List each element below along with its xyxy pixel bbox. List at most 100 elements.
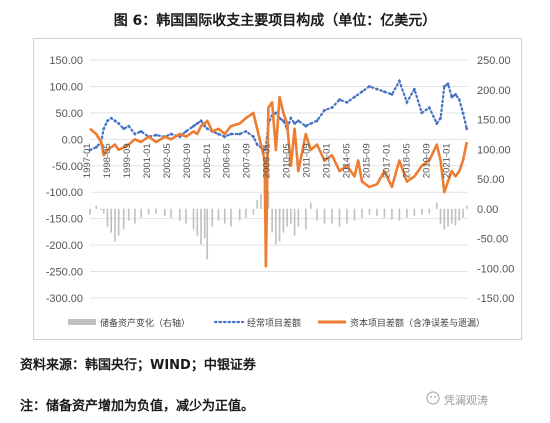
legend: 储备资产变化（右轴） 经常项目差额 资本项目差额（含净误差与遗漏） xyxy=(68,317,485,329)
left-tick-label: -150.00 xyxy=(46,214,83,226)
x-tick-label: 2019-09 xyxy=(421,143,432,178)
left-tick-label: -300.00 xyxy=(46,293,83,305)
watermark-text: 凭澜观涛 xyxy=(444,394,488,407)
current-account-point xyxy=(244,130,248,133)
reserve-bar xyxy=(398,208,401,221)
reserve-bar xyxy=(316,208,318,221)
current-account-line xyxy=(88,78,468,152)
plot-area xyxy=(88,59,469,299)
reserve-bar xyxy=(391,208,393,220)
left-tick-label: 50.00 xyxy=(55,108,83,120)
x-tick-label: 2018-05 xyxy=(401,143,412,178)
capital-account-line xyxy=(89,95,469,268)
right-tick-label: 50.00 xyxy=(477,174,505,186)
x-tick-label: 2013-01 xyxy=(322,143,333,178)
left-tick-label: -50.00 xyxy=(52,161,83,173)
watermark-icon xyxy=(426,391,440,405)
right-tick-label: 150.00 xyxy=(477,115,511,127)
x-tick-label: 2005-01 xyxy=(202,143,213,178)
reserve-bar xyxy=(436,202,438,209)
current-account-point xyxy=(255,143,259,147)
x-tick-label: 1997-01 xyxy=(82,143,93,178)
current-account-point xyxy=(109,116,113,120)
current-account-point xyxy=(106,119,109,123)
x-tick-label: 2002-05 xyxy=(162,143,173,178)
reserve-bar xyxy=(368,208,371,215)
reserve-bar xyxy=(217,208,220,221)
reserve-bar xyxy=(185,208,187,224)
x-tick-label: 2007-09 xyxy=(242,143,253,178)
current-account-point xyxy=(281,119,285,123)
current-account-point xyxy=(274,111,278,115)
reserve-bar xyxy=(230,208,232,227)
reserve-bar xyxy=(102,208,105,214)
reserve-bar xyxy=(206,208,209,260)
x-tick-label: 2010-05 xyxy=(282,143,293,178)
reserve-bar xyxy=(361,208,363,218)
reserve-bar xyxy=(305,208,307,230)
legend-label: 储备资产变化（右轴） xyxy=(100,317,190,329)
current-account-point xyxy=(439,116,442,120)
reserve-bar xyxy=(170,208,172,218)
reserve-bar xyxy=(114,208,116,242)
current-account-point xyxy=(133,132,137,136)
current-account-point xyxy=(205,127,209,131)
current-account-point xyxy=(263,148,267,152)
current-account-point xyxy=(139,130,143,133)
current-account-point xyxy=(360,90,364,94)
reserve-bar xyxy=(278,208,281,242)
current-account-point xyxy=(154,133,158,137)
x-tick-label: 2006-05 xyxy=(222,143,233,178)
current-account-point xyxy=(195,122,199,125)
reserve-bar xyxy=(310,202,312,209)
reserve-bar xyxy=(140,208,142,218)
reserve-bar xyxy=(95,205,98,209)
current-account-point xyxy=(192,124,195,128)
reserve-bar xyxy=(376,208,378,216)
current-account-point xyxy=(127,124,131,128)
left-tick-label: -200.00 xyxy=(46,240,83,252)
current-account-point xyxy=(122,127,126,131)
current-account-point xyxy=(353,95,356,99)
current-account-point xyxy=(315,119,319,123)
left-tick-label: 150.00 xyxy=(49,55,83,67)
reserve-bar xyxy=(200,208,202,245)
reserve-bar xyxy=(211,208,214,227)
reserve-bar xyxy=(89,208,91,215)
right-tick-label: 200.00 xyxy=(477,85,511,97)
left-tick-label: 0.00 xyxy=(62,134,83,146)
current-account-point xyxy=(229,132,233,136)
current-account-point xyxy=(454,92,457,96)
legend-label: 资本项目差额（含净误差与遗漏） xyxy=(350,317,485,329)
current-account-point xyxy=(412,87,416,91)
reserve-bar xyxy=(447,208,449,227)
reserve-bar xyxy=(323,208,326,224)
reserve-bar xyxy=(100,208,103,210)
x-tick-label: 2015-09 xyxy=(361,143,372,178)
x-tick-label: 2014-05 xyxy=(341,143,352,178)
current-account-point xyxy=(169,132,173,136)
reserve-bar xyxy=(338,208,341,227)
x-tick-label: 1999-09 xyxy=(122,143,133,178)
right-tick-label: -50.00 xyxy=(477,234,508,246)
reserve-bar xyxy=(260,193,262,209)
right-tick-label: 250.00 xyxy=(477,55,511,67)
reserve-bar xyxy=(290,208,292,224)
reserve-bar xyxy=(450,208,453,224)
current-account-point xyxy=(323,108,326,112)
reserve-bar xyxy=(106,208,109,227)
left-tick-label: 100.00 xyxy=(49,81,83,93)
right-tick-label: -100.00 xyxy=(477,263,514,275)
reserve-bar xyxy=(238,208,241,221)
current-account-point xyxy=(450,95,454,99)
left-tick-label: -100.00 xyxy=(46,187,83,199)
reserve-bar xyxy=(155,208,157,214)
reserve-bar xyxy=(331,208,333,224)
current-account-point xyxy=(309,122,313,125)
right-tick-label: -150.00 xyxy=(477,293,514,305)
reserve-bar xyxy=(428,208,431,214)
reserve-bar xyxy=(458,208,461,221)
current-account-point xyxy=(427,106,431,109)
left-tick-label: -250.00 xyxy=(46,267,83,279)
reserve-bar xyxy=(346,208,348,224)
